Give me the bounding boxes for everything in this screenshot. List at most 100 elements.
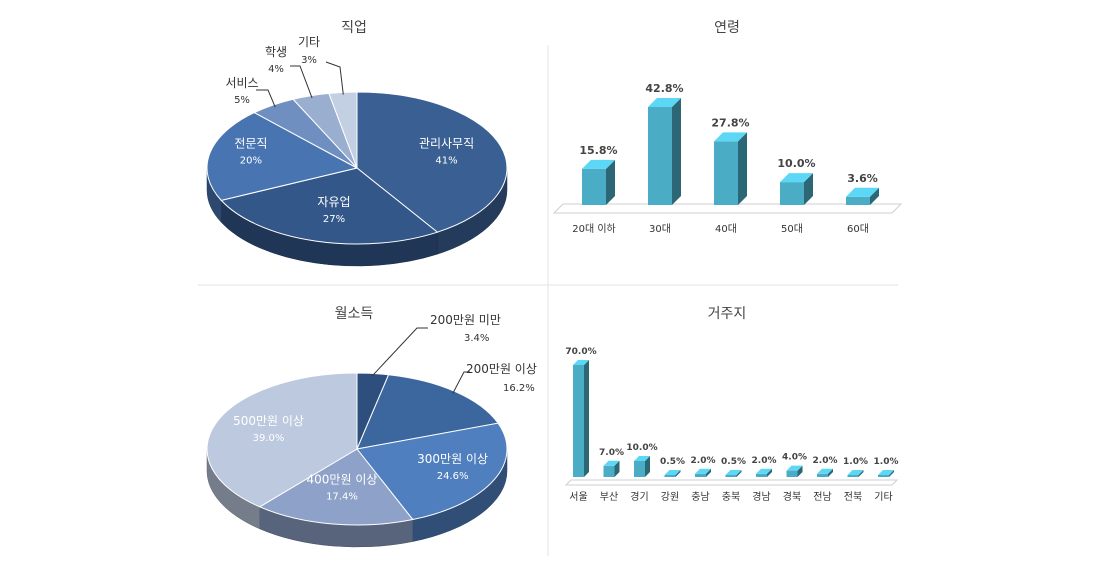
bar-value-label: 1.0% (874, 457, 899, 467)
bar (786, 470, 798, 477)
callout-leader-line (325, 61, 344, 95)
pie-slice (206, 112, 359, 201)
bar-side (828, 468, 833, 477)
bar-top (603, 460, 620, 466)
slice-label: 기타 (298, 35, 320, 49)
category-label: 전남 (813, 491, 831, 503)
slice-value-label: 3% (301, 55, 317, 66)
bar (634, 461, 645, 477)
bar-value-label: 42.8% (645, 82, 683, 95)
bar (817, 473, 828, 477)
bar-top (725, 470, 742, 475)
slice-value-label: 4% (268, 64, 284, 75)
divider-lines (198, 45, 898, 556)
callout-leader-line (372, 327, 428, 377)
bar-side (606, 159, 615, 205)
bar-top (780, 173, 813, 183)
category-label: 충북 (722, 491, 740, 503)
bar (847, 475, 859, 477)
bar-side (614, 460, 620, 477)
bar-top (714, 132, 747, 142)
callout-leader-line (256, 89, 276, 108)
bar (664, 475, 676, 477)
bar-side (797, 465, 803, 477)
category-label: 경남 (752, 490, 770, 503)
slice-label: 관리사무직 (419, 137, 474, 151)
bar-value-label: 3.6% (847, 172, 878, 185)
bar-side (870, 187, 879, 205)
bar (725, 475, 737, 477)
slice-label: 300만원 이상 (417, 452, 488, 466)
bar-top (582, 159, 615, 169)
bar-side (804, 173, 813, 205)
category-label: 40대 (715, 223, 737, 235)
callout-leader-line (452, 371, 470, 394)
slice-label: 200만원 이상 (466, 362, 537, 376)
pie-slice (356, 91, 508, 233)
bar (756, 473, 767, 477)
slice-label: 400만원 이상 (307, 473, 378, 487)
pie-slice (220, 167, 439, 245)
bar (878, 475, 889, 477)
age-bar-chart: 15.8% 20대 이하 42.8% 30대 27.8% 40대 10.0% 50대 3.6% 6… (552, 82, 903, 235)
bar-value-label: 0.5% (660, 457, 685, 467)
bar-side (889, 470, 894, 477)
bar-value-label: 2.0% (752, 456, 777, 466)
bar-top (634, 456, 650, 461)
bar-value-label: 15.8% (579, 144, 617, 157)
job-pie-chart: 관리사무직 41% 자유업 27% 전문직 20% 서비스 5% 학생 4% 기타 3% (206, 35, 508, 267)
bar (695, 473, 706, 477)
slice-value-label: 17.4% (326, 492, 358, 503)
category-label: 50대 (781, 223, 803, 235)
bar (714, 141, 738, 205)
slice-label: 500만원 이상 (233, 414, 304, 428)
bar-top (664, 470, 681, 475)
pie-slice (356, 374, 499, 450)
bar (573, 365, 584, 477)
bar-value-label: 4.0% (782, 453, 807, 463)
bar-top (878, 470, 894, 475)
slice-label: 서비스 (225, 76, 258, 90)
bar-side (858, 470, 864, 477)
residence-bar-chart: 70.0% 서울 7.0% 부산 10.0% 경기 0.5% 강원 2.0% 충남 0.5% 충북 2.… (564, 347, 899, 503)
income-pie-chart: 200만원 미만 3.4% 200만원 이상 16.2% 300만원 이상 24.6% 40… (206, 313, 537, 548)
callout-leader-line (290, 65, 313, 99)
category-label: 전북 (844, 491, 862, 503)
slice-value-label: 5% (234, 95, 250, 106)
bar (648, 107, 672, 205)
bar-side (767, 468, 772, 477)
category-label: 서울 (569, 491, 587, 503)
slice-value-label: 39.0% (253, 433, 285, 444)
bar (603, 465, 615, 477)
pie-slice (258, 448, 414, 526)
bar-value-label: 2.0% (691, 456, 716, 466)
category-label: 경북 (783, 490, 801, 503)
category-label: 20대 이하 (572, 222, 616, 235)
category-label: 충남 (691, 491, 709, 503)
category-label: 강원 (661, 491, 679, 503)
bar-side (736, 470, 742, 477)
slice-value-label: 3.4% (464, 333, 489, 344)
bar-top (648, 98, 681, 107)
bar (846, 196, 870, 205)
bar (582, 168, 606, 205)
category-label: 30대 (649, 223, 671, 235)
slice-value-label: 20% (240, 156, 262, 167)
category-label: 경기 (630, 490, 648, 503)
bar-top (847, 470, 864, 475)
slice-value-label: 27% (323, 214, 345, 225)
residence-chart-title: 거주지 (708, 306, 747, 322)
slice-label: 200만원 미만 (430, 313, 501, 327)
bar-side (738, 132, 747, 205)
bar-value-label: 2.0% (813, 456, 838, 466)
bar-top (695, 468, 711, 474)
slice-label: 학생 (265, 45, 287, 59)
bar-value-label: 27.8% (711, 116, 749, 129)
bar-top (846, 187, 879, 197)
bar-side (706, 468, 711, 477)
income-chart-title: 월소득 (335, 306, 374, 322)
bar-side (584, 360, 589, 477)
slice-value-label: 16.2% (503, 383, 535, 394)
category-label: 부산 (600, 491, 618, 503)
